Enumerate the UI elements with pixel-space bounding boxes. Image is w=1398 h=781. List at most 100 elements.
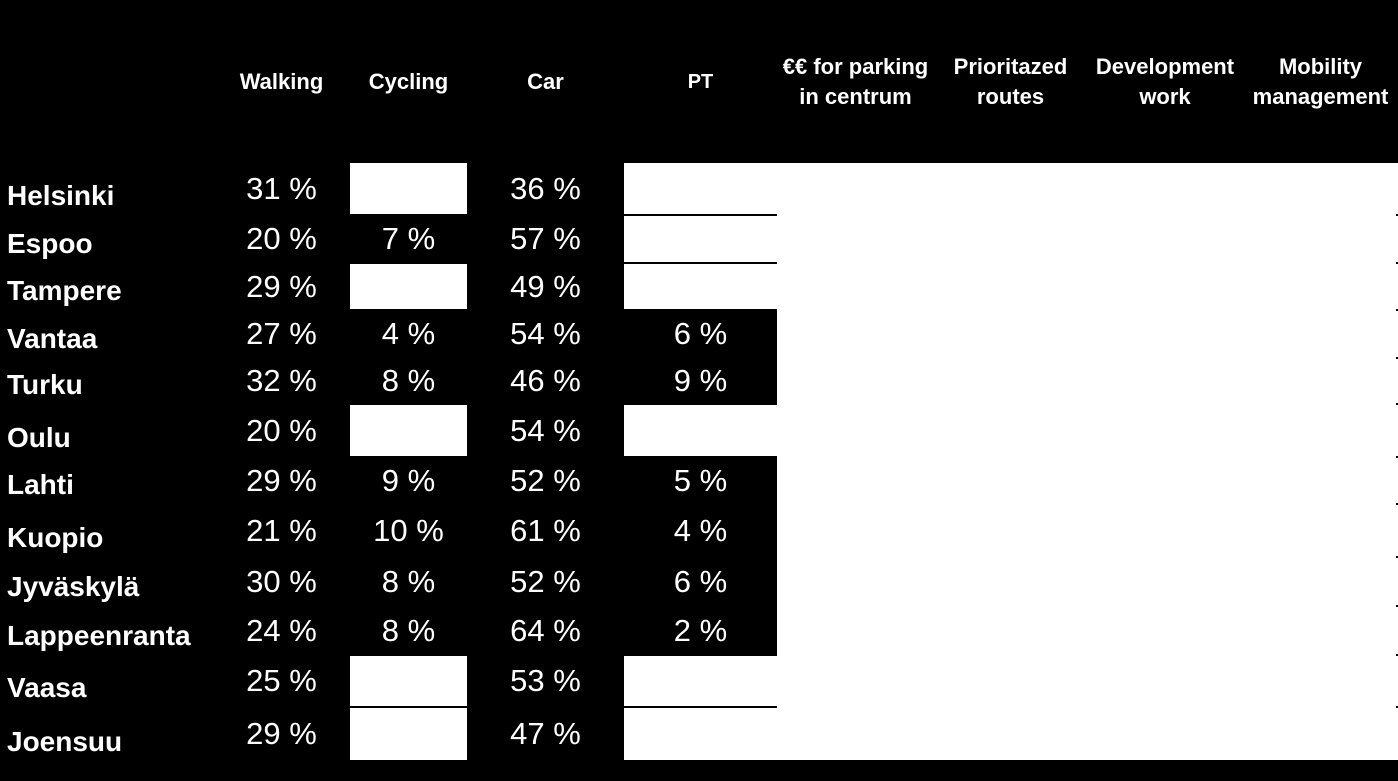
data-cell: 52 % [469,558,622,605]
empty-cell [624,216,777,262]
data-cell: 29 % [215,264,348,309]
data-cell: 9 % [624,359,777,403]
row-label: Kuopio [2,505,213,556]
row-label: Oulu [2,405,213,456]
column-header: Development work [1089,2,1241,161]
empty-cell [779,458,932,503]
empty-cell [1089,163,1241,214]
empty-cell [1243,264,1398,309]
empty-cell [779,163,932,214]
data-cell: 29 % [215,458,348,503]
row-label: Helsinki [2,163,213,214]
empty-cell [779,264,932,309]
data-cell: 7 % [350,216,467,262]
empty-cell [779,311,932,357]
header-corner [2,2,213,161]
empty-cell [1089,405,1241,456]
data-cell: 54 % [469,405,622,456]
empty-cell [624,405,777,456]
data-cell: 8 % [350,359,467,403]
empty-cell [779,607,932,654]
empty-cell [1089,359,1241,403]
column-header: Prioritazed routes [934,2,1087,161]
data-cell: 30 % [215,558,348,605]
empty-cell [624,656,777,706]
empty-cell [1089,708,1241,760]
data-cell: 5 % [624,458,777,503]
empty-cell [779,505,932,556]
empty-cell [779,216,932,262]
data-cell: 49 % [469,264,622,309]
column-header: Car [469,2,622,161]
empty-cell [934,458,1087,503]
empty-cell [1243,708,1398,760]
empty-cell [934,264,1087,309]
empty-cell [934,216,1087,262]
row-label: Lahti [2,458,213,503]
data-cell: 27 % [215,311,348,357]
data-cell: 20 % [215,216,348,262]
empty-cell [624,708,777,760]
empty-cell [350,708,467,760]
empty-cell [350,656,467,706]
empty-cell [1243,458,1398,503]
data-cell: 61 % [469,505,622,556]
row-label: Lappeenranta [2,607,213,654]
row-label: Joensuu [2,708,213,760]
column-header: Walking [215,2,348,161]
data-cell: 24 % [215,607,348,654]
empty-cell [1243,607,1398,654]
empty-cell [934,163,1087,214]
empty-cell [934,505,1087,556]
empty-cell [624,264,777,309]
empty-cell [1089,558,1241,605]
data-cell: 46 % [469,359,622,403]
empty-cell [1243,505,1398,556]
data-cell: 6 % [624,311,777,357]
data-cell: 47 % [469,708,622,760]
row-label: Vaasa [2,656,213,706]
empty-cell [1243,163,1398,214]
empty-cell [779,656,932,706]
empty-cell [779,405,932,456]
data-cell: 4 % [350,311,467,357]
column-header: Mobility management [1243,2,1398,161]
empty-cell [1089,216,1241,262]
data-cell: 57 % [469,216,622,262]
row-label: Espoo [2,216,213,262]
empty-cell [934,359,1087,403]
data-cell: 32 % [215,359,348,403]
column-header: €€ for parking in centrum [779,2,932,161]
row-label: Turku [2,359,213,403]
empty-cell [934,311,1087,357]
empty-cell [1243,656,1398,706]
empty-cell [1089,607,1241,654]
empty-cell [1089,264,1241,309]
data-cell: 2 % [624,607,777,654]
data-cell: 53 % [469,656,622,706]
empty-cell [350,163,467,214]
empty-cell [350,405,467,456]
data-cell: 52 % [469,458,622,503]
empty-cell [1089,311,1241,357]
empty-cell [934,607,1087,654]
empty-cell [934,558,1087,605]
empty-cell [779,359,932,403]
row-label: Vantaa [2,311,213,357]
column-header: Cycling [350,2,467,161]
data-cell: 8 % [350,558,467,605]
data-cell: 25 % [215,656,348,706]
data-cell: 4 % [624,505,777,556]
data-cell: 64 % [469,607,622,654]
empty-cell [624,163,777,214]
empty-cell [779,708,932,760]
data-cell: 20 % [215,405,348,456]
data-cell: 31 % [215,163,348,214]
empty-cell [1243,311,1398,357]
empty-cell [934,656,1087,706]
data-cell: 8 % [350,607,467,654]
empty-cell [350,264,467,309]
data-cell: 29 % [215,708,348,760]
empty-cell [934,405,1087,456]
